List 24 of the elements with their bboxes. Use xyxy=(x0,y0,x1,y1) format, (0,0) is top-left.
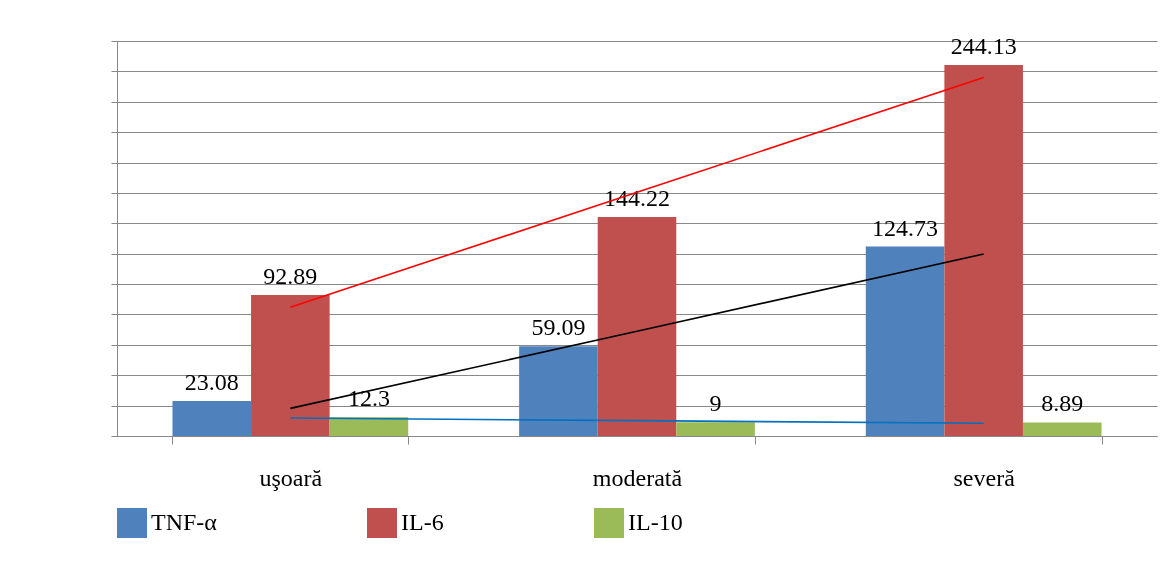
data-label: 23.08 xyxy=(184,368,239,395)
bar xyxy=(944,65,1023,436)
bar xyxy=(329,417,409,436)
bar xyxy=(597,216,677,436)
bar xyxy=(865,246,945,436)
bar xyxy=(251,294,330,436)
data-label: 144.22 xyxy=(604,184,670,211)
data-label: 92.89 xyxy=(263,262,318,289)
data-label: 124.73 xyxy=(872,214,939,241)
x-tick-label: severă xyxy=(953,464,1016,491)
x-tick-label: moderată xyxy=(592,464,683,491)
legend-label: IL-6 xyxy=(401,509,444,535)
legend-label: TNF-α xyxy=(151,509,218,535)
data-label: 244.13 xyxy=(950,33,1017,60)
legend-label: IL-10 xyxy=(628,509,683,535)
bar xyxy=(676,422,755,436)
bar xyxy=(1022,422,1102,436)
x-tick-label: uşoară xyxy=(259,464,323,491)
data-label: 8.89 xyxy=(1041,390,1084,417)
data-label: 9 xyxy=(709,390,722,417)
bar xyxy=(172,400,252,436)
bar xyxy=(519,346,598,436)
data-label: 59.09 xyxy=(531,314,586,341)
data-label: 12.3 xyxy=(347,385,390,412)
